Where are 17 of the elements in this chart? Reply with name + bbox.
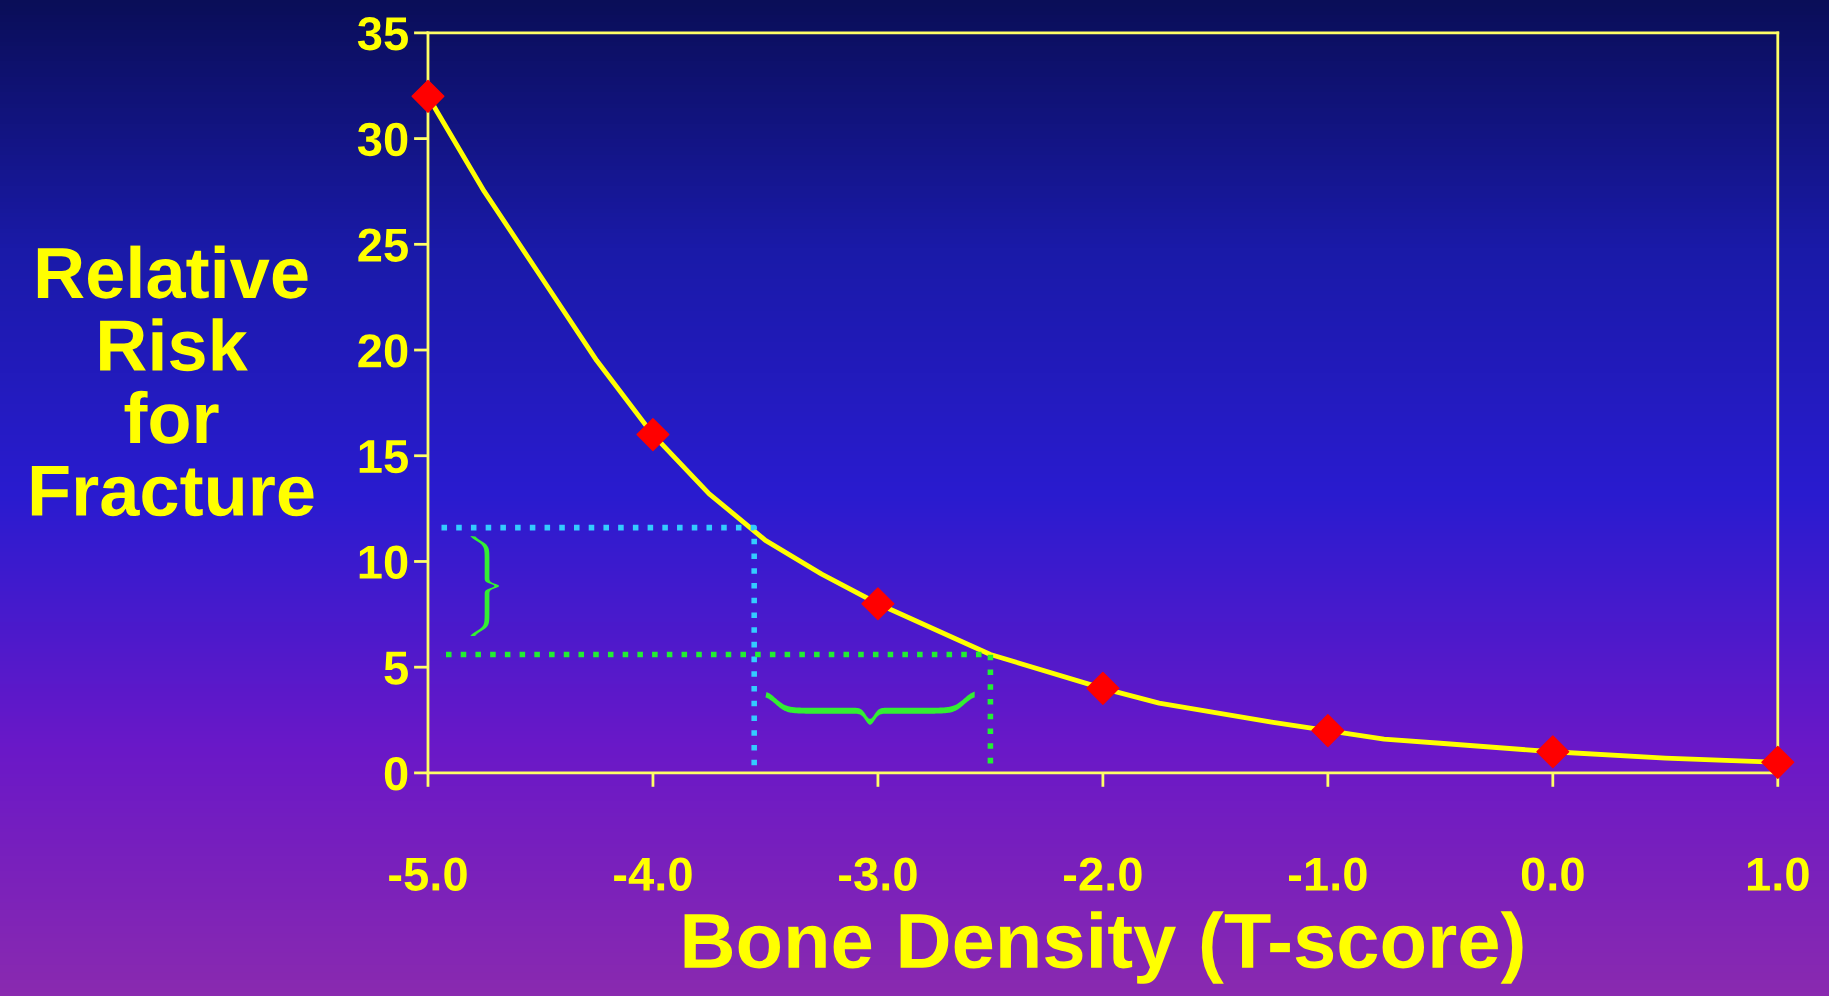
x-tick-label: 0.0: [1521, 857, 1584, 891]
x-tick-label: -5.0: [389, 857, 467, 891]
x-tick-label: -4.0: [614, 857, 692, 891]
x-axis-title: Bone Density (T-score): [684, 911, 1523, 984]
x-tick-label: -2.0: [1064, 857, 1142, 891]
y-tick-label: 15: [359, 440, 408, 474]
y-tick-label: 10: [359, 545, 408, 580]
y-tick-label: 0: [384, 757, 408, 791]
y-tick-label: 35: [357, 17, 408, 51]
y-axis-title: Relative Risk for Fracture: [31, 245, 314, 517]
x-tick-label: 1.0: [1747, 857, 1809, 891]
y-tick-label: 5: [384, 651, 408, 685]
x-tick-label: -3.0: [839, 857, 917, 891]
y-tick-label: 25: [358, 228, 408, 262]
x-tick-label: -1.0: [1289, 857, 1367, 891]
y-tick-label: 30: [357, 122, 408, 157]
y-tick-label: 20: [358, 334, 408, 368]
